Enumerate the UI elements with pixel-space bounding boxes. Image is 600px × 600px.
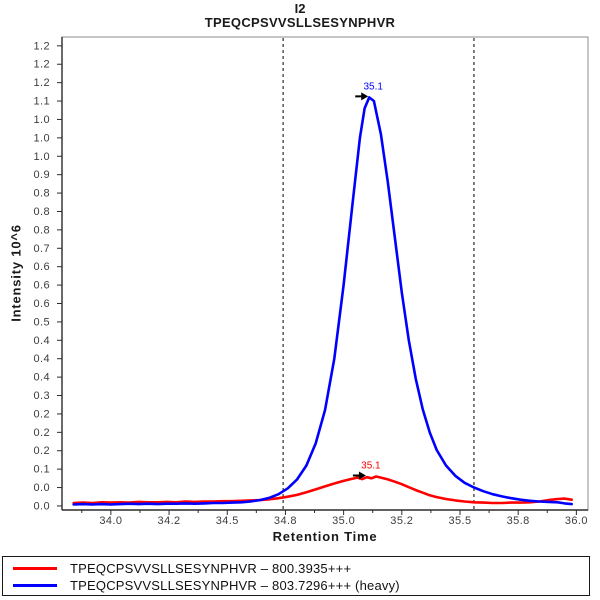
heavy-peak-rt-label: 35.1 [363,81,383,92]
x-tick-label: 35.5 [448,515,471,527]
x-tick-label: 36.0 [565,515,588,527]
y-tick-label: 0.4 [34,335,51,347]
y-tick-label: 1.0 [34,151,51,163]
y-tick-label: 1.0 [34,132,51,144]
y-tick-label: 0.2 [34,408,51,420]
legend-label-heavy: TPEQCPSVVSLLSESYNPHVR – 803.7296+++ (hea… [70,578,400,593]
y-tick-label: 0.2 [34,445,51,457]
x-tick-label: 34.2 [158,515,181,527]
y-tick-label: 1.1 [34,96,51,108]
y-tick-label: 1.2 [34,59,51,71]
y-tick-label: 0.0 [34,500,51,512]
light-series-swatch [13,567,57,570]
y-tick-label: 0.8 [34,206,51,218]
y-tick-label: 0.2 [34,427,51,439]
y-tick-label: 0.4 [34,353,51,365]
y-tick-label: 1.2 [34,40,51,52]
chromatogram-plot[interactable]: 1.2 1.2 1.2 1.1 1.0 1.0 1.0 0.9 0.8 0.8 0.8 0.7 0.6 0… [0,0,600,556]
x-tick-label: 35.2 [390,515,413,527]
x-tick-label: 34.5 [216,515,239,527]
y-tick-label: 0.5 [34,316,51,328]
heavy-series-line[interactable] [72,96,574,506]
y-tick-label: 0.6 [34,280,51,292]
y-tick-label: 0.7 [34,243,51,255]
x-tick-label: 35.0 [332,515,355,527]
y-tick-label: 0.1 [34,464,51,476]
y-tick-label: 0.4 [34,372,51,384]
y-tick-label: 0.8 [34,224,51,236]
y-tick-label: 0.6 [34,298,51,310]
x-tick-label: 34.0 [99,515,122,527]
y-tick-label: 0.6 [34,261,51,273]
replicate-title: I2 [294,1,306,16]
heavy-peak-arrowhead-icon [361,92,369,101]
y-axis-title: Intensity 10^6 [8,224,24,322]
legend-item-heavy: TPEQCPSVVSLLSESYNPHVR – 803.7296+++ (hea… [13,577,589,594]
light-peak-arrowhead-icon [358,471,366,480]
light-peak-annotation: 35.1 [352,461,381,480]
y-tick-label: 0.0 [34,482,51,494]
legend: TPEQCPSVVSLLSESYNPHVR – 800.3935+++ TPEQ… [2,556,590,596]
peptide-title: TPEQCPSVVSLLSESYNPHVR [204,15,396,30]
heavy-series-swatch [13,584,57,587]
legend-label-light: TPEQCPSVVSLLSESYNPHVR – 800.3935+++ [70,561,352,576]
light-peak-rt-label: 35.1 [361,461,381,472]
y-tick-label: 0.8 [34,188,51,200]
y-tick-label: 0.9 [34,169,51,181]
y-tick-label: 0.3 [34,390,51,402]
y-tick-label: 1.2 [34,77,51,89]
y-tick-label: 1.0 [34,114,51,126]
heavy-peak-annotation: 35.1 [355,81,383,101]
x-axis-title: Retention Time [272,529,378,544]
x-tick-label: 34.8 [274,515,297,527]
legend-item-light: TPEQCPSVVSLLSESYNPHVR – 800.3935+++ [13,560,589,577]
plot-area[interactable] [61,36,589,511]
light-series-line[interactable] [72,475,574,505]
x-tick-label: 35.8 [507,515,530,527]
